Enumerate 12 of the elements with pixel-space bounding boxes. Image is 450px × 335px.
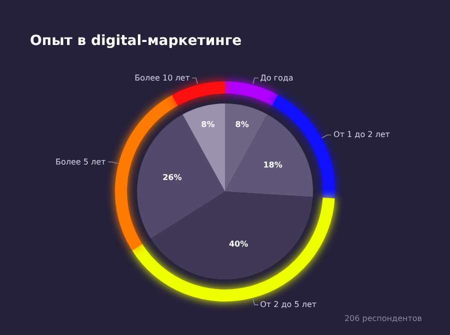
- text: 206 респондентов: [344, 314, 422, 323]
- slice-label: Более 5 лет: [55, 157, 106, 166]
- data-label: 8%: [235, 120, 249, 130]
- data-label: 40%: [228, 239, 248, 248]
- slice-label: От 2 до 5 лет: [260, 300, 317, 309]
- slice-label: От 1 до 2 лет: [334, 130, 390, 140]
- data-label: 18%: [263, 160, 282, 170]
- slice-label: Более 10 лет: [134, 73, 190, 82]
- data-label: 26%: [162, 173, 182, 182]
- data-label: 8%: [201, 120, 215, 130]
- slice-label: До года: [260, 73, 294, 82]
- chart-title: Опыт в digital-маркетинге: [30, 33, 242, 49]
